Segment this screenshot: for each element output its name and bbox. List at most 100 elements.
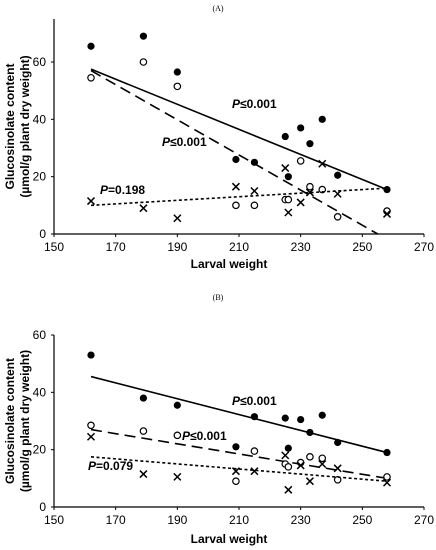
p0-point-open [250,201,259,210]
panel-label-b: (B) [213,293,224,302]
p1-point-open [250,447,259,455]
p1-point-open [318,454,327,463]
p1-y-tick-label: 60 [33,328,47,342]
p1-point-filled [281,414,289,422]
p0-y-tick-label: 60 [33,55,47,69]
p0-x-tick-label: 210 [229,240,249,254]
p1-point-filled [173,401,181,409]
p1-point-filled [383,448,391,457]
p1-series-cross [86,432,392,494]
p0-point-filled [284,173,292,181]
p1-point-filled [297,415,305,424]
p1-x-tick-label: 230 [291,513,311,527]
p1-point-open [284,463,293,471]
p0-p-value-label: P≤0.001 [232,97,277,111]
p1-p-value-label: P=0.079 [88,459,133,473]
p0-point-filled [383,185,391,194]
p1-point-open [173,431,182,440]
p0-y-tick-label: 40 [33,112,47,126]
p1-x-tick-label: 190 [167,513,187,527]
p0-trendline-solid [90,68,388,191]
p0-point-open [306,182,314,191]
p1-point-cross [173,472,182,481]
p1-y-tick-label: 40 [33,385,47,399]
p1-point-cross [139,470,148,479]
p0-point-open [87,73,95,82]
p0-point-cross [284,208,293,217]
p0-point-cross [281,164,290,173]
p0-point-open [333,213,342,221]
p1-point-cross [281,451,290,460]
p0-point-cross [296,198,305,207]
p0-point-cross [139,204,148,213]
p0-point-cross [250,186,259,196]
p1-p-value-label: P≤0.001 [182,429,227,443]
p0-point-filled [87,42,95,50]
p0-point-open [173,82,182,91]
p0-point-cross [173,214,182,223]
p0-point-filled [306,140,314,148]
p0-p-value-label: P≤0.001 [162,135,207,149]
p0-y-axis-title-line-2: (µmol/g plant dry weight) [18,55,32,197]
p1-point-open [232,477,240,486]
p0-point-cross [86,197,96,206]
p0-x-tick-label: 270 [414,240,434,254]
p1-point-cross [333,464,342,473]
p0-point-open [139,58,148,66]
p0-x-tick-label: 150 [44,240,64,254]
p0-y-axis-title-line-1: Glucosinolate content [3,63,17,189]
p1-x-tick-label: 210 [229,513,249,527]
panel-label-a: (A) [212,4,223,13]
p1-point-cross [86,432,96,441]
p1-point-open [139,427,148,435]
p1-point-filled [306,428,314,437]
p1-point-filled [232,443,240,451]
p1-trendline-solid [90,375,388,454]
p1-x-axis-title: Larval weight [191,532,268,546]
chart-panel-b: 150 170 190 210 230 250 270 0 20 40 60 Larval weigh… [3,328,434,546]
p0-point-cross [382,209,392,218]
p0-x-tick-label: 250 [352,240,372,254]
p1-y-tick-label: 0 [39,500,46,514]
p1-p-value-label: P≤0.001 [232,394,277,408]
p0-x-tick-label: 170 [106,240,126,254]
p0-point-filled [334,171,342,179]
p1-point-open [333,475,342,484]
p1-point-cross [284,485,293,494]
p0-x-tick-label: 230 [291,240,311,254]
p0-series-open-circle [87,58,391,235]
p0-y-tick-label: 0 [39,227,46,241]
p1-y-tick-label: 20 [33,443,47,457]
p0-series-cross [86,159,392,223]
p1-point-open [306,453,314,461]
p0-point-cross [231,182,240,191]
p1-x-tick-label: 170 [106,513,126,527]
p0-point-cross [333,189,342,198]
p0-point-filled [281,132,289,141]
p0-point-open [232,201,240,210]
p0-point-cross [305,188,314,197]
p1-point-open [87,421,95,430]
p0-point-filled [173,68,181,76]
p1-point-filled [250,413,259,421]
p1-point-cross [250,467,259,476]
p0-p-value-label: P=0.198 [100,183,145,197]
p0-point-open [296,157,305,165]
p0-point-filled [318,115,326,123]
p0-point-cross [318,159,327,168]
p1-trendline-dashed [90,428,388,480]
p0-x-axis-title: Larval weight [191,257,268,271]
p1-point-cross [318,459,327,469]
p0-point-filled [139,32,148,40]
p1-point-cross [296,461,305,470]
p1-point-filled [139,394,148,402]
p1-series-open-circle [87,421,391,486]
p0-trendline-dashed [90,69,379,235]
p1-point-cross [305,477,314,486]
p1-point-filled [318,411,326,419]
p1-x-tick-label: 270 [414,513,434,527]
p0-point-filled [232,155,240,164]
chart-panel-a: 150 170 190 210 230 250 270 0 20 40 60 Larval weigh… [3,19,434,271]
p0-point-open [284,195,293,204]
p0-series-filled-circle [87,32,391,194]
